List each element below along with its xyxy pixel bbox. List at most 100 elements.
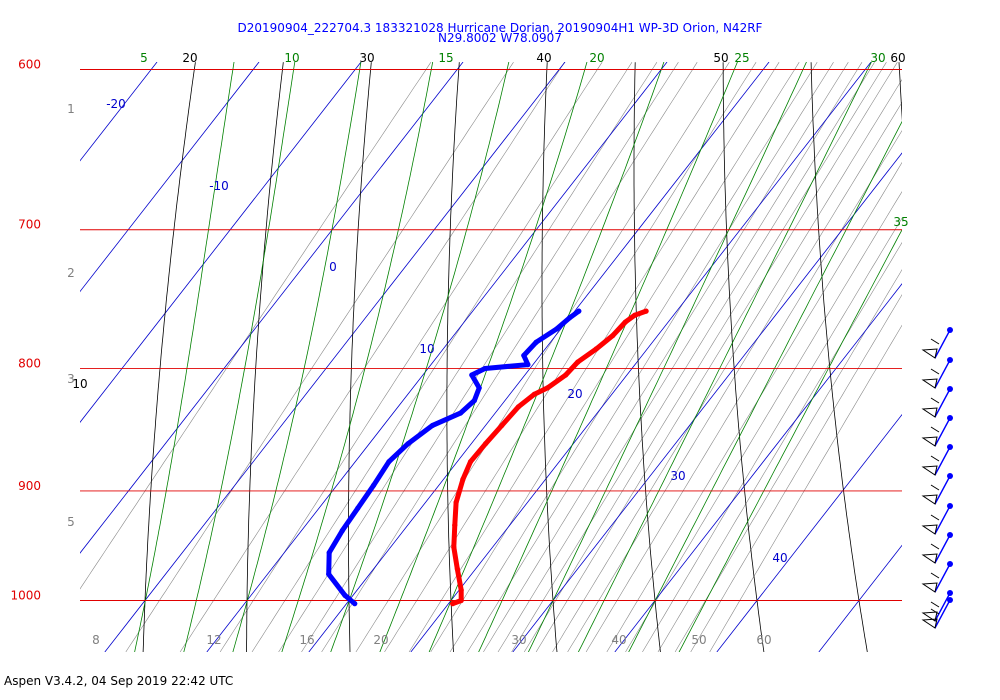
moist-adiabat-label: 30	[870, 51, 885, 65]
temperature-point	[531, 391, 537, 397]
dry-adiabat-line	[810, 62, 868, 652]
mixing-ratio-line	[483, 62, 849, 652]
wind-barb	[921, 561, 953, 593]
mixing-ratio-line	[642, 217, 902, 652]
moist-adiabat-line	[330, 62, 510, 652]
dewpoint-point	[471, 397, 477, 404]
isotherm-line	[80, 62, 362, 423]
mixing-ratio-line	[301, 62, 679, 652]
dewpoint-point	[554, 326, 560, 332]
moist-adiabat-line	[281, 62, 434, 652]
isotherm-label: -10	[209, 179, 229, 193]
dry-adiabat-label: 10	[72, 377, 87, 391]
isotherm-line	[104, 62, 566, 652]
temperature-point	[458, 597, 464, 604]
temperature-point	[622, 319, 628, 325]
moist-adiabat-label: 25	[734, 51, 749, 65]
temperature-point	[563, 372, 569, 378]
dewpoint-point	[521, 352, 527, 359]
wind-barb	[921, 357, 953, 389]
mixing-ratio-line	[497, 62, 863, 652]
temperature-point	[632, 312, 638, 318]
mixing-ratio-label: 20	[373, 633, 388, 647]
dewpoint-point	[457, 410, 464, 416]
mixing-ratio-line	[511, 62, 875, 652]
moist-adiabat-label: 35	[893, 215, 908, 229]
dry-adiabat-line	[348, 62, 372, 652]
moist-adiabat-label: 10	[284, 51, 299, 65]
mixing-ratio-line	[552, 79, 902, 652]
mixing-ratio-line	[523, 62, 887, 652]
isotherm-line	[80, 62, 158, 162]
dewpoint-point	[371, 482, 377, 488]
mixing-ratio-line	[625, 191, 902, 652]
dewpoint-point	[476, 385, 482, 391]
dry-adiabat-label: 40	[536, 51, 551, 65]
mixing-ratio-line	[567, 101, 902, 652]
dry-adiabat-line	[142, 62, 196, 652]
wind-barb	[921, 597, 953, 629]
moist-adiabat-line	[577, 62, 872, 652]
mixing-ratio-label: 8	[92, 633, 100, 647]
temperature-point	[467, 459, 474, 465]
footer-text: Aspen V3.4.2, 04 Sep 2019 22:42 UTC	[4, 674, 234, 688]
dewpoint-point	[352, 601, 358, 607]
wind-barb	[921, 386, 953, 418]
temperature-point	[643, 308, 649, 314]
dry-adiabat-line	[987, 62, 1000, 652]
moist-adiabat-line	[232, 62, 362, 652]
dry-adiabat-line	[541, 62, 558, 652]
mixing-ratio-line	[251, 62, 633, 652]
temperature-point	[452, 522, 458, 528]
dry-adiabat-line	[446, 62, 460, 652]
isotherm-label: 40	[772, 551, 787, 565]
mixing-ratio-line	[321, 62, 698, 652]
isotherm-line	[206, 62, 668, 652]
isotherm-label: 0	[329, 260, 337, 274]
mixing-ratio-label: 50	[691, 633, 706, 647]
dry-adiabat-label: 20	[182, 51, 197, 65]
height-label: 3	[67, 372, 75, 386]
isotherm-line	[308, 62, 770, 652]
mixing-ratio-line	[125, 62, 514, 652]
temperature-point	[454, 566, 460, 572]
chart-subtitle: N29.8002 W78.0907	[438, 31, 562, 45]
mixing-ratio-line	[535, 62, 898, 652]
mixing-ratio-line	[430, 62, 800, 652]
dewpoint-point	[533, 339, 539, 345]
mixing-ratio-label: 60	[756, 633, 771, 647]
temperature-point	[451, 544, 457, 550]
dewpoint-point	[469, 372, 475, 378]
temperature-point	[453, 499, 459, 506]
pressure-label: 900	[18, 479, 41, 493]
dry-adiabat-line	[246, 62, 284, 652]
isotherm-label: 10	[419, 342, 434, 356]
pressure-label: 600	[18, 58, 41, 72]
mixing-ratio-line	[219, 62, 603, 652]
moist-adiabat-label: 15	[438, 51, 453, 65]
moist-adiabat-line	[678, 229, 902, 652]
moist-adiabat-line	[628, 120, 902, 652]
dewpoint-point	[429, 422, 436, 429]
mixing-ratio-line	[709, 324, 902, 652]
wind-barb	[921, 473, 953, 505]
wind-barb	[921, 444, 953, 476]
mixing-ratio-line	[467, 62, 834, 652]
height-label: 1	[67, 102, 75, 116]
height-label: 5	[67, 515, 75, 529]
temperature-point	[460, 476, 466, 482]
dry-adiabat-label: 30	[359, 51, 374, 65]
dry-adiabat-line	[722, 62, 765, 652]
chart-title: D20190904_222704.3 183321028 Hurricane D…	[237, 21, 763, 35]
dewpoint-point	[525, 362, 531, 368]
isotherm-label: -20	[106, 97, 126, 111]
temperature-point	[544, 385, 551, 391]
mixing-ratio-line	[585, 130, 902, 652]
dewpoint-point	[576, 308, 582, 314]
moist-adiabat-line	[527, 62, 807, 652]
mixing-ratio-line	[657, 242, 902, 652]
dry-adiabat-line	[633, 62, 661, 652]
pressure-label: 700	[18, 218, 41, 232]
moist-adiabat-line	[183, 62, 296, 652]
isotherm-line	[512, 152, 902, 652]
